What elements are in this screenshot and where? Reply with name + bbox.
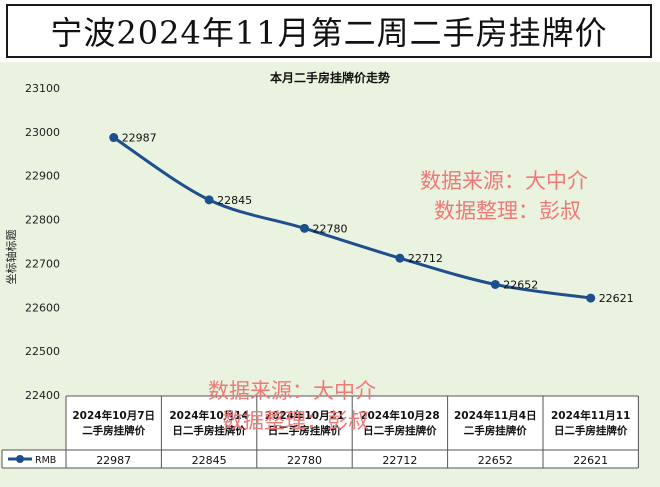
legend-cell (2, 450, 66, 468)
chart-area: 本月二手房挂牌价走势 坐标轴标题 22400 22500 22600 22700 228… (0, 62, 660, 487)
table-value: 22780 (287, 454, 322, 467)
watermark-line-2: 数据整理：彭叔 (222, 409, 369, 433)
watermark-source: 数据来源：大中介 数据整理：彭叔 (420, 166, 588, 226)
data-label: 22780 (313, 222, 348, 235)
data-point (490, 279, 500, 289)
legend-label: RMB (35, 455, 56, 466)
x-tick-label: 2024年10月28 日二手房挂牌价 (360, 409, 439, 437)
data-label: 22652 (503, 278, 538, 291)
y-tick-label: 22400 (25, 389, 60, 402)
page-title: 宁波2024年11月第二周二手房挂牌价 (50, 14, 608, 52)
legend-marker (16, 455, 24, 463)
title-box: 宁波2024年11月第二周二手房挂牌价 (6, 4, 652, 58)
line-chart: 本月二手房挂牌价走势 坐标轴标题 22400 22500 22600 22700 228… (1, 70, 639, 469)
x-tick-label: 2024年10月7日二手房挂牌价 (72, 409, 155, 437)
table-value: 22621 (573, 454, 608, 467)
y-tick-label: 22500 (25, 345, 60, 358)
y-tick-label: 22700 (25, 257, 60, 270)
table-value: 22712 (382, 454, 417, 467)
table-value: 22845 (192, 454, 227, 467)
data-label: 22987 (122, 132, 157, 145)
y-tick-label: 22800 (25, 214, 60, 227)
y-tick-label: 23000 (25, 126, 60, 139)
watermark-line-2: 数据整理：彭叔 (434, 199, 581, 223)
data-label: 22845 (217, 194, 252, 207)
x-tick-label: 2024年11月4日二手房挂牌价 (454, 409, 537, 437)
series-line-rmb (112, 136, 591, 300)
watermark-line-1: 数据来源：大中介 (420, 169, 588, 193)
chart-title: 本月二手房挂牌价走势 (270, 70, 390, 85)
table-value: 22652 (478, 454, 513, 467)
data-point (204, 195, 214, 205)
data-label: 22712 (408, 252, 443, 265)
y-tick-label: 22900 (25, 170, 60, 183)
y-tick-label: 23100 (25, 82, 60, 95)
data-point (586, 293, 596, 303)
data-point (300, 223, 309, 233)
y-axis-label: 坐标轴标题 (4, 230, 18, 285)
data-point (109, 133, 119, 143)
watermark-source: 数据来源：大中介 数据整理：彭叔 (208, 376, 376, 436)
watermark-line-1: 数据来源：大中介 (208, 379, 376, 403)
data-label: 22621 (599, 292, 634, 305)
y-tick-label: 22600 (25, 301, 60, 314)
x-tick-label: 2024年10月21 日二手房挂牌价 (265, 409, 344, 437)
x-tick-label: 2024年11月11 日二手房挂牌价 (551, 409, 630, 437)
table-value: 22987 (96, 454, 131, 467)
data-point (395, 253, 405, 263)
x-tick-label: 2024年10月14 日二手房挂牌价 (169, 409, 248, 437)
